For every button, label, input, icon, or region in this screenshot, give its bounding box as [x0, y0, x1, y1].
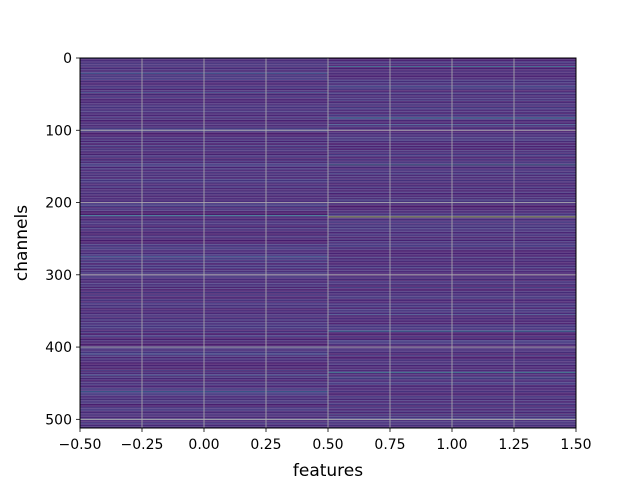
y-tick-label: 100	[45, 123, 72, 139]
x-axis: −0.50 −0.25 0.00 0.25 0.50 0.75 1.00 1.25 1.50	[59, 428, 592, 453]
x-tick-label: −0.50	[59, 437, 102, 453]
y-tick-label: 0	[63, 51, 72, 67]
y-tick-label: 500	[45, 412, 72, 428]
x-tick-label: −0.25	[121, 437, 164, 453]
y-tick-label: 200	[45, 196, 72, 212]
x-tick-label: 0.75	[374, 437, 405, 453]
y-tick-label: 400	[45, 340, 72, 356]
y-tick-label: 300	[45, 268, 72, 284]
x-tick-label: 1.00	[436, 437, 467, 453]
x-tick-label: 1.50	[560, 437, 591, 453]
x-tick-label: 0.25	[250, 437, 281, 453]
x-tick-label: 1.25	[498, 437, 529, 453]
x-axis-label: features	[293, 461, 363, 480]
x-tick-label: 0.00	[188, 437, 219, 453]
x-tick-label: 0.50	[312, 437, 343, 453]
y-axis-label: channels	[12, 205, 32, 281]
y-axis: 0 100 200 300 400 500	[45, 51, 80, 428]
